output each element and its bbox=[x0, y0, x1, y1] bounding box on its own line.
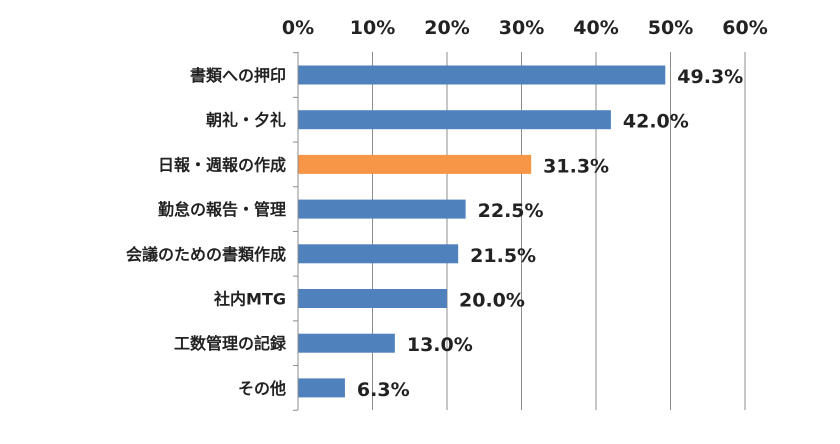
bar-4 bbox=[298, 244, 459, 264]
data-label: 21.5% bbox=[470, 245, 536, 267]
category-labels: 書類への押印朝礼・夕礼日報・週報の作成勤怠の報告・管理会議のための書類作成社内M… bbox=[126, 66, 287, 398]
category-label: 社内MTG bbox=[213, 290, 286, 309]
data-label: 13.0% bbox=[407, 334, 473, 356]
data-label: 20.0% bbox=[459, 290, 525, 312]
x-tick-label: 50% bbox=[648, 17, 693, 39]
category-label: 朝礼・夕礼 bbox=[206, 111, 286, 130]
category-label: 工数管理の記録 bbox=[174, 334, 287, 353]
bar-3 bbox=[298, 199, 466, 219]
data-label: 49.3% bbox=[677, 66, 743, 88]
x-tick-label: 20% bbox=[424, 17, 469, 39]
bar-0 bbox=[298, 65, 666, 85]
bars bbox=[298, 65, 666, 398]
x-tick-label: 60% bbox=[722, 17, 767, 39]
bar-7 bbox=[298, 378, 345, 398]
x-tick-label: 30% bbox=[499, 17, 544, 39]
data-labels: 49.3% 42.0% 31.3% 22.5% 21.5% 20.0% 13.0% 6.3% bbox=[357, 66, 743, 401]
category-label: 書類への押印 bbox=[190, 66, 286, 85]
x-tick-label: 0% bbox=[282, 17, 314, 39]
category-label: 会議のための書類作成 bbox=[126, 245, 286, 264]
category-label: その他 bbox=[238, 379, 286, 398]
data-label: 42.0% bbox=[623, 111, 689, 133]
data-label: 22.5% bbox=[478, 200, 544, 222]
data-label: 31.3% bbox=[543, 155, 609, 177]
bar-2 bbox=[298, 154, 532, 174]
bar-6 bbox=[298, 333, 395, 353]
category-label: 日報・週報の作成 bbox=[158, 155, 286, 174]
gridlines bbox=[293, 52, 746, 411]
category-label: 勤怠の報告・管理 bbox=[158, 200, 286, 219]
x-axis-ticks: 0% 10% 20% 30% 40% 50% 60% bbox=[282, 17, 768, 39]
bar-1 bbox=[298, 110, 611, 130]
data-label: 6.3% bbox=[357, 379, 410, 401]
x-tick-label: 40% bbox=[573, 17, 618, 39]
bar-5 bbox=[298, 289, 447, 308]
x-tick-label: 10% bbox=[350, 17, 395, 39]
